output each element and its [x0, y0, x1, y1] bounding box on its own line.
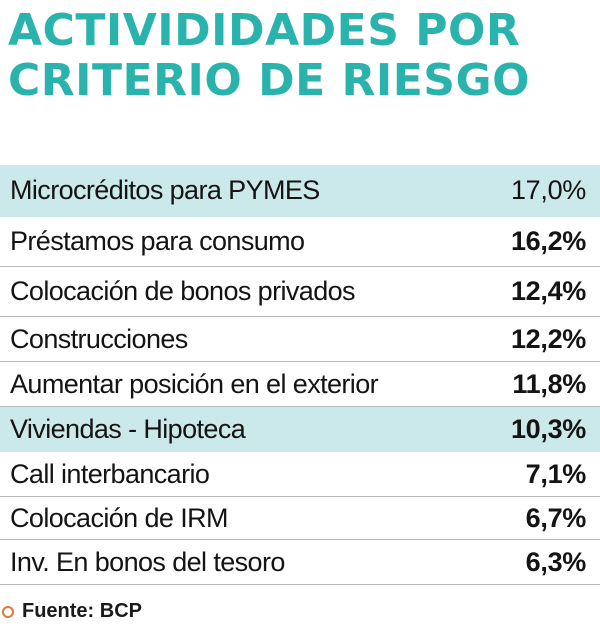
row-value: 16,2%: [510, 226, 586, 256]
row-label: Viviendas - Hipoteca: [10, 413, 246, 444]
row-label: Call interbancario: [10, 458, 210, 489]
table-row: Préstamos para consumo 16,2%: [0, 217, 600, 267]
row-label: Colocación de bonos privados: [10, 276, 356, 306]
source-label: Fuente: BCP: [22, 600, 142, 622]
row-value: 6,7%: [525, 502, 587, 533]
bullet-icon: [2, 605, 14, 618]
row-value: 11,8%: [512, 368, 586, 399]
row-value: 7,1%: [525, 458, 587, 489]
row-label: Préstamos para consumo: [10, 226, 305, 256]
row-value: 12,4%: [510, 276, 586, 306]
row-value: 6,3%: [525, 546, 587, 577]
row-label: Colocación de IRM: [10, 502, 229, 533]
row-value: 12,2%: [510, 323, 586, 354]
table-row: Construcciones 12,2%: [0, 317, 600, 362]
chart-title: ACTIVIDIDADES POR CRITERIO DE RIESGO: [8, 5, 531, 106]
row-value: 10,3%: [510, 413, 586, 444]
table-row: Call interbancario 7,1%: [0, 452, 600, 497]
source-note: Fuente: BCP: [2, 600, 142, 623]
table-row: Colocación de bonos privados 12,4%: [0, 267, 600, 317]
table-row: Aumentar posición en el exterior 11,8%: [0, 362, 600, 407]
data-table: Microcréditos para PYMES 17,0% Préstamos p…: [0, 165, 600, 585]
row-label: Inv. En bonos del tesoro: [10, 546, 285, 577]
table-row: Inv. En bonos del tesoro 6,3%: [0, 540, 600, 585]
table-row: Viviendas - Hipoteca 10,3%: [0, 407, 600, 452]
row-label: Microcréditos para PYMES: [10, 175, 320, 205]
table-row: Colocación de IRM 6,7%: [0, 497, 600, 540]
table-row: Microcréditos para PYMES 17,0%: [0, 165, 600, 217]
row-label: Aumentar posición en el exterior: [10, 368, 379, 399]
row-value: 17,0%: [510, 175, 586, 205]
row-label: Construcciones: [10, 323, 188, 354]
